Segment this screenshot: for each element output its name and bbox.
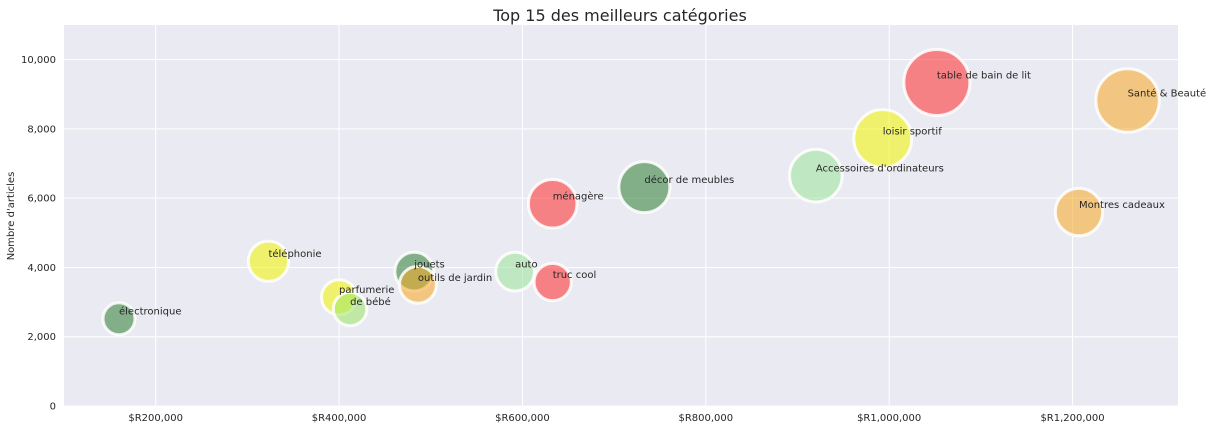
x-tick-label: $R1,000,000 [857, 413, 921, 424]
bubble-label: Accessoires d'ordinateurs [816, 164, 944, 175]
bubble-label: ménagère [553, 191, 604, 203]
bubble [397, 264, 438, 305]
x-tick-label: $R200,000 [128, 413, 183, 424]
y-tick-label: 2,000 [27, 332, 56, 343]
y-tick-label: 4,000 [27, 263, 56, 274]
bubble-label: truc cool [553, 270, 597, 281]
y-tick-label: 6,000 [27, 194, 56, 205]
bubble [101, 301, 137, 337]
bubble-label: loisir sportif [883, 127, 942, 138]
bubble-label: décor de meubles [644, 174, 734, 186]
y-axis-ticks: 0 2,000 4,000 6,000 8,000 10,000 [21, 55, 56, 412]
bubble [902, 47, 972, 117]
y-tick-label: 10,000 [21, 55, 56, 66]
x-tick-label: $R1,200,000 [1040, 413, 1104, 424]
y-axis-label: Nombre d'articles [6, 172, 17, 261]
bubble-label: téléphonie [268, 248, 321, 260]
bubble-label: outils de jardin [418, 273, 492, 284]
chart-title: Top 15 des meilleurs catégories [492, 6, 747, 25]
y-tick-label: 8,000 [27, 124, 56, 135]
bubble-label: parfumerie [339, 285, 394, 296]
y-tick-label: 0 [50, 402, 56, 413]
bubble [246, 239, 291, 283]
x-axis-ticks: $R200,000 $R400,000 $R600,000 $R800,000 $R1,… [128, 413, 1104, 424]
bubble-label: Santé & Beauté [1128, 88, 1207, 100]
bubble-label: de bébé [350, 296, 391, 308]
bubble [331, 290, 369, 328]
bubble [617, 160, 672, 215]
bubble-label: table de bain de lit [937, 70, 1031, 81]
bubble-label: jouets [413, 260, 445, 271]
x-tick-label: $R400,000 [312, 413, 367, 424]
bubble-label: électronique [119, 306, 181, 318]
bubble-label: auto [515, 260, 538, 271]
bubble [852, 108, 914, 170]
bubble-label: Montres cadeaux [1079, 200, 1165, 211]
plot-area [64, 25, 1178, 406]
x-tick-label: $R800,000 [678, 413, 733, 424]
bubble [1094, 67, 1161, 134]
bubble [494, 250, 536, 293]
bubbles [101, 47, 1161, 337]
bubble [1053, 186, 1105, 238]
x-tick-label: $R600,000 [495, 413, 550, 424]
bubble [526, 177, 579, 230]
bubble [532, 261, 573, 303]
bubble [788, 147, 844, 204]
